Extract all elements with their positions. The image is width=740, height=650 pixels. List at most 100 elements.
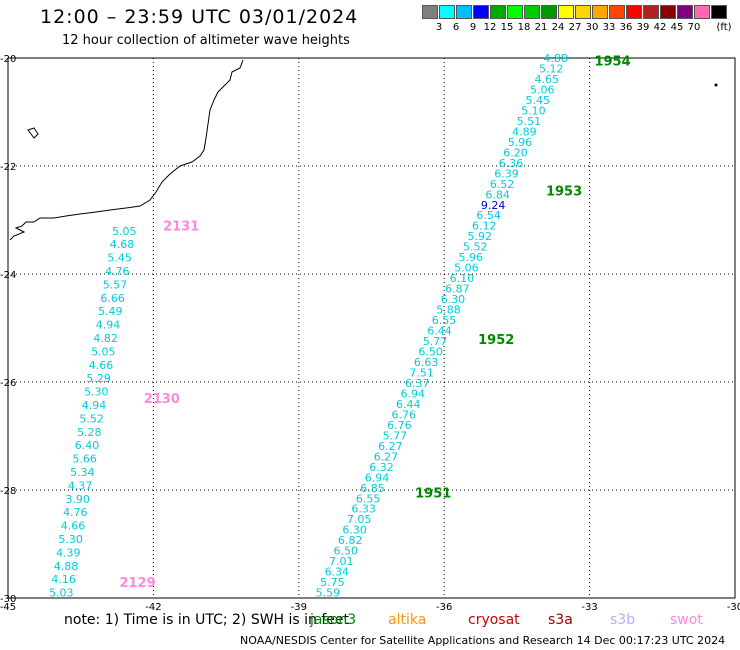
legend-tick-label: 24 <box>551 22 565 33</box>
wave-height-value: 4.88 <box>543 52 568 65</box>
lon-tick-label: -45 <box>0 602 16 613</box>
pass-time-label: 2130 <box>144 392 180 407</box>
wave-height-value: 6.76 <box>392 408 417 421</box>
legend-swatch <box>575 5 591 19</box>
legend-tick-label: 15 <box>500 22 514 33</box>
wave-height-value: 6.94 <box>365 471 390 484</box>
wave-height-value: 6.32 <box>369 461 394 474</box>
legend-swatch <box>473 5 489 19</box>
pass-time-label: 1954 <box>594 55 630 70</box>
wave-height-value: 6.30 <box>342 524 367 537</box>
legend-tick-label: 42 <box>653 22 667 33</box>
wave-height-value: 5.77 <box>383 429 408 442</box>
wave-height-value: 6.36 <box>499 157 524 170</box>
pass-time-label: 1951 <box>415 487 451 502</box>
pass-time-label: 1953 <box>546 184 582 199</box>
wave-height-value: 5.30 <box>58 533 83 546</box>
legend-tick-label: 33 <box>602 22 616 33</box>
wave-height-value: 6.55 <box>432 314 457 327</box>
lat-tick-label: -20 <box>0 54 16 65</box>
legend-tick-label: 70 <box>687 22 701 33</box>
wave-height-value: 5.10 <box>521 104 546 117</box>
legend-tick-label: 21 <box>534 22 548 33</box>
wave-height-value: 5.05 <box>112 225 137 238</box>
wave-height-value: 6.44 <box>396 398 421 411</box>
lon-tick-label: -42 <box>145 602 161 613</box>
wave-height-value: 4.76 <box>63 506 88 519</box>
wave-height-value: 4.94 <box>82 399 107 412</box>
wave-height-value: 6.94 <box>400 387 425 400</box>
wave-height-value: 6.50 <box>418 346 443 359</box>
wave-height-value: 5.29 <box>86 372 111 385</box>
wave-height-value: 6.27 <box>374 450 399 463</box>
wave-height-value: 4.94 <box>96 319 121 332</box>
lat-tick-label: -28 <box>0 486 16 497</box>
wave-height-value: 5.49 <box>98 305 123 318</box>
wave-height-value: 6.39 <box>494 167 519 180</box>
credit-line: NOAA/NESDIS Center for Satellite Applica… <box>240 634 726 647</box>
satellite-legend-item: altika <box>388 612 427 628</box>
wave-height-value: 4.89 <box>512 125 537 138</box>
wave-height-value: 6.66 <box>100 292 125 305</box>
wave-height-value: 5.96 <box>459 251 484 264</box>
wave-height-value: 5.75 <box>320 576 345 589</box>
wave-height-value: 6.27 <box>378 440 403 453</box>
wave-height-value: 4.88 <box>54 560 79 573</box>
wave-height-value: 6.33 <box>351 503 376 516</box>
legend-tick-label: 9 <box>469 22 477 33</box>
wave-height-value: 4.66 <box>61 520 86 533</box>
legend-swatch <box>677 5 693 19</box>
legend-tick-label: 39 <box>636 22 650 33</box>
wave-height-value: 5.66 <box>72 453 97 466</box>
wave-height-value: 6.52 <box>490 178 515 191</box>
wave-height-value: 5.51 <box>517 115 542 128</box>
wave-height-value: 6.85 <box>360 482 385 495</box>
wave-height-value: 6.10 <box>450 272 475 285</box>
wave-height-value: 6.30 <box>441 293 466 306</box>
wave-height-value: 6.76 <box>387 419 412 432</box>
wave-height-value: 6.82 <box>338 534 363 547</box>
wave-height-value: 4.37 <box>68 479 93 492</box>
wave-height-value: 4.66 <box>89 359 114 372</box>
lon-tick-label: -36 <box>436 602 452 613</box>
legend-tick-label: 45 <box>670 22 684 33</box>
pass-time-label: 2129 <box>119 576 155 591</box>
wave-height-value: 7.01 <box>329 555 354 568</box>
wave-height-value: 5.30 <box>84 386 109 399</box>
wave-height-value: 4.65 <box>534 73 559 86</box>
legend-tick-label: 6 <box>452 22 460 33</box>
legend-tick-label: 18 <box>517 22 531 33</box>
wave-height-value: 5.45 <box>107 252 132 265</box>
pass-time-label: 2131 <box>163 219 199 234</box>
legend-swatch <box>660 5 676 19</box>
legend-swatch <box>524 5 540 19</box>
wave-height-value: 5.45 <box>526 94 551 107</box>
footer-note: note: 1) Time is in UTC; 2) SWH is in fe… <box>64 612 350 628</box>
wave-height-value: 6.54 <box>476 209 501 222</box>
legend-swatch <box>422 5 438 19</box>
legend-swatch <box>711 5 727 19</box>
legend-tick-label: 12 <box>483 22 497 33</box>
wave-height-value: 6.63 <box>414 356 439 369</box>
legend-swatch <box>456 5 472 19</box>
wave-height-value: 6.34 <box>325 566 350 579</box>
island-outline <box>27 127 39 139</box>
lon-tick-label: -39 <box>291 602 307 613</box>
map-title: 12:00 – 23:59 UTC 03/01/2024 <box>40 6 359 28</box>
legend-swatch <box>558 5 574 19</box>
wave-height-value: 4.82 <box>93 332 118 345</box>
legend-swatch <box>609 5 625 19</box>
legend-tick-label: 30 <box>585 22 599 33</box>
legend-swatch <box>507 5 523 19</box>
satellite-legend-item: s3a <box>548 612 573 628</box>
legend-swatch <box>592 5 608 19</box>
wave-height-value: 5.05 <box>91 345 116 358</box>
wave-height-value: 5.57 <box>103 278 128 291</box>
legend-swatch <box>643 5 659 19</box>
legend-swatch <box>490 5 506 19</box>
lon-tick-label: -33 <box>581 602 597 613</box>
satellite-legend-item: s3b <box>610 612 636 628</box>
wave-height-value: 6.50 <box>333 545 358 558</box>
island-dot <box>714 83 718 87</box>
legend-unit: (ft) <box>716 22 732 33</box>
